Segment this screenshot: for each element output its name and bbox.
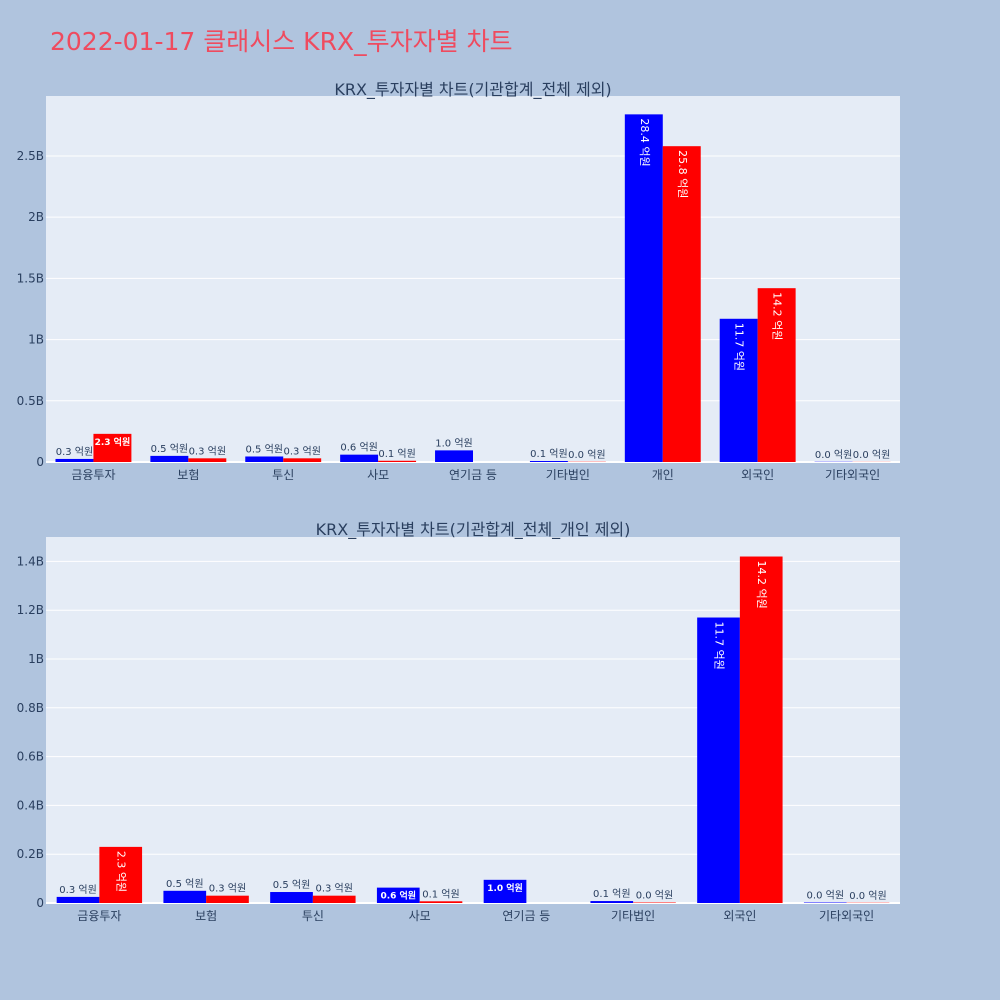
- chart-title: KRX_투자자별 차트(기관합계_전체 제외): [334, 80, 611, 100]
- data-label: 0.3 억원: [56, 446, 93, 458]
- data-label: 14.2 억원: [771, 292, 784, 340]
- data-label: 0.1 억원: [593, 888, 630, 900]
- data-label: 0.3 억원: [189, 445, 226, 457]
- data-label: 0.0 억원: [815, 449, 852, 461]
- data-label: 0.3 억원: [315, 883, 352, 895]
- data-label: 0.3 억원: [283, 445, 320, 457]
- x-tick-label: 외국인: [723, 909, 756, 923]
- data-label: 0.5 억원: [151, 443, 188, 455]
- x-tick-label: 외국인: [741, 468, 774, 480]
- x-tick-label: 사모: [409, 909, 431, 923]
- data-label: 0.0 억원: [807, 890, 844, 902]
- data-label: 0.5 억원: [166, 878, 203, 890]
- data-label: 0.1 억원: [530, 448, 567, 460]
- chart-title: KRX_투자자별 차트(기관합계_전체_개인 제외): [316, 520, 631, 540]
- x-tick-label: 투신: [302, 909, 324, 923]
- x-tick-label: 보험: [195, 909, 217, 923]
- bar-sell: [188, 458, 227, 462]
- x-tick-label: 개인: [652, 468, 674, 480]
- data-label: 0.3 억원: [59, 884, 96, 896]
- y-tick-label: 0: [36, 455, 44, 469]
- data-label: 0.5 억원: [246, 443, 283, 455]
- x-tick-label: 보험: [177, 468, 199, 480]
- bar-buy: [150, 455, 189, 462]
- y-tick-label: 0.6B: [17, 750, 44, 764]
- y-tick-label: 1.4B: [17, 554, 44, 568]
- y-tick-label: 0.5B: [17, 394, 44, 408]
- x-tick-label: 연기금 등: [502, 909, 550, 923]
- y-tick-label: 1B: [28, 333, 44, 347]
- x-tick-label: 연기금 등: [449, 468, 497, 480]
- bar-sell: [312, 895, 356, 903]
- data-label: 0.6 억원: [380, 890, 416, 902]
- bar-sell: [757, 288, 796, 462]
- x-tick-label: 기타외국인: [819, 909, 874, 923]
- x-tick-label: 기타외국인: [825, 468, 880, 480]
- data-label: 0.0 억원: [636, 890, 673, 902]
- bar-sell: [378, 460, 417, 462]
- bar-sell: [662, 146, 701, 462]
- y-tick-label: 2.5B: [17, 149, 44, 163]
- page-title: 2022-01-17 클래시스 KRX_투자자별 차트: [50, 27, 513, 56]
- y-tick-label: 0.8B: [17, 701, 44, 715]
- x-tick-label: 투신: [272, 468, 294, 480]
- bar-sell: [93, 433, 132, 462]
- bar-sell: [206, 895, 249, 903]
- data-label: 1.0 억원: [435, 437, 472, 449]
- y-tick-label: 1B: [28, 652, 44, 666]
- data-label: 2.3 억원: [95, 436, 131, 448]
- x-tick-label: 기타법인: [546, 468, 590, 480]
- bar-buy: [697, 617, 740, 903]
- y-tick-label: 1.5B: [17, 271, 44, 285]
- y-tick-label: 1.2B: [17, 603, 44, 617]
- y-tick-label: 0.2B: [17, 847, 44, 861]
- data-label: 2.3 억원: [115, 851, 128, 892]
- bar-buy: [529, 461, 568, 462]
- data-label: 28.4 억원: [638, 118, 651, 166]
- bar-sell: [283, 458, 322, 462]
- bar-sell: [99, 846, 143, 903]
- x-tick-label: 사모: [367, 468, 389, 480]
- data-label: 0.6 억원: [340, 442, 377, 454]
- bar-buy: [483, 879, 527, 903]
- bar-buy: [270, 892, 313, 903]
- bar-chart-excluding-individuals: 0 0.2B 0.4B 0.6B 0.8B 1B 1.2B 1.4B KRX_투자자별 차트(기…: [17, 520, 900, 923]
- bar-buy: [624, 114, 663, 462]
- bar-chart-all-investors: 0 0.5B 1B 1.5B 2B 2.5B KRX_투자자별 차트(기관합계_전체 제외)…: [17, 80, 900, 480]
- data-label: 0.5 억원: [273, 879, 310, 891]
- bar-sell: [419, 901, 463, 903]
- data-label: 0.1 억원: [378, 448, 415, 460]
- data-label: 11.7 억원: [713, 622, 726, 670]
- bar-buy: [340, 454, 379, 462]
- bar-sell: [739, 556, 783, 903]
- bar-buy: [590, 901, 634, 903]
- data-label: 0.1 억원: [422, 888, 459, 900]
- x-tick-label: 금융투자: [77, 909, 121, 923]
- y-tick-label: 2B: [28, 210, 44, 224]
- bar-buy: [435, 450, 473, 462]
- data-label: 0.3 억원: [209, 883, 246, 895]
- y-tick-label: 0.4B: [17, 798, 44, 812]
- data-label: 25.8 억원: [676, 150, 689, 198]
- data-label: 1.0 억원: [487, 882, 523, 894]
- bar-buy: [719, 318, 758, 462]
- bar-buy: [163, 890, 207, 903]
- bar-buy: [56, 896, 100, 903]
- data-label: 11.7 억원: [733, 323, 746, 371]
- data-label: 14.2 억원: [755, 561, 768, 609]
- data-label: 0.0 억원: [849, 890, 886, 902]
- bar-buy: [55, 458, 94, 462]
- data-label: 0.0 억원: [568, 449, 605, 461]
- x-tick-label: 기타법인: [611, 909, 655, 923]
- x-tick-label: 금융투자: [71, 468, 115, 480]
- bar-buy: [376, 887, 420, 903]
- y-tick-label: 0: [36, 896, 44, 910]
- bar-buy: [245, 456, 284, 462]
- data-label: 0.0 억원: [853, 449, 890, 461]
